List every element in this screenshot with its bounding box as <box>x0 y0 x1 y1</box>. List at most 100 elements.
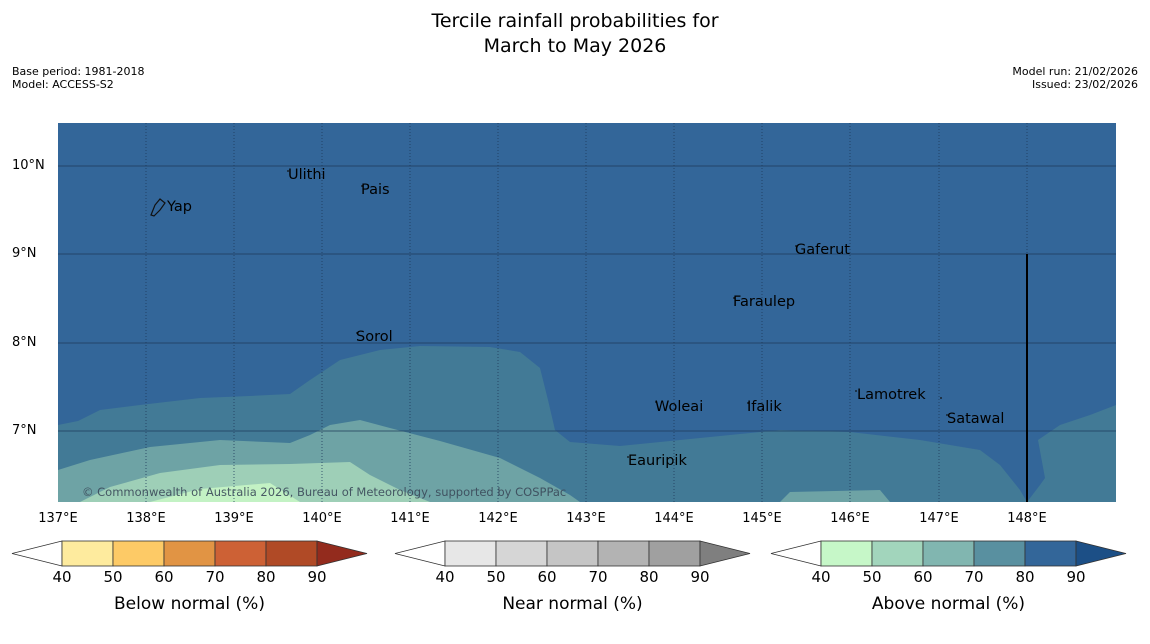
above-swatch-70 <box>973 540 1026 567</box>
below-extend-max <box>316 540 368 567</box>
below-tick-60: 60 <box>154 568 174 586</box>
place-label-ulithi: Ulithi <box>288 167 326 183</box>
above-colorbar-title: Above normal (%) <box>871 594 1026 614</box>
band-50-60 <box>80 462 430 502</box>
island-dot-gaferut <box>795 245 797 247</box>
near-swatch-60 <box>546 540 599 567</box>
below-tick-80: 80 <box>256 568 276 586</box>
lon-label-147e: 147°E <box>919 511 959 526</box>
below-tick-70: 70 <box>205 568 225 586</box>
lon-label-141e: 141°E <box>390 511 430 526</box>
colorbar-below-normal <box>11 540 368 567</box>
lat-label-10n: 10°N <box>12 158 45 173</box>
near-swatch-80 <box>648 540 701 567</box>
above-extend-max <box>1075 540 1127 567</box>
above-tick-80: 80 <box>1015 568 1035 586</box>
near-swatch-70 <box>597 540 650 567</box>
yap-island-outline <box>150 198 166 217</box>
place-label-pais: Pais <box>361 182 390 198</box>
near-tick-80: 80 <box>639 568 659 586</box>
lon-label-143e: 143°E <box>566 511 606 526</box>
lat-label-7n: 7°N <box>12 423 37 438</box>
colorbar-above-normal <box>770 540 1127 567</box>
island-dot-faraulep <box>733 297 735 299</box>
colorbar-near-normal <box>394 540 751 567</box>
near-tick-50: 50 <box>486 568 506 586</box>
island-dot-eauripik <box>627 456 629 458</box>
place-label-lamotrek: Lamotrek <box>857 387 926 403</box>
island-dot-pais <box>361 185 363 187</box>
copyright-notice: © Commonwealth of Australia 2026, Bureau… <box>82 485 567 499</box>
band-60-70-east <box>780 490 890 502</box>
graticule <box>58 123 1116 502</box>
above-extend-min <box>770 540 822 567</box>
island-dot-ulithi <box>287 170 289 172</box>
below-swatch-70 <box>214 540 267 567</box>
issued-date: Issued: 23/02/2026 <box>1031 78 1138 91</box>
probability-field <box>58 123 1116 502</box>
near-swatch-40 <box>444 540 497 567</box>
island-dot-satawal <box>946 414 948 416</box>
near-tick-40: 40 <box>435 568 455 586</box>
lon-label-140e: 140°E <box>302 511 342 526</box>
title-line-2: March to May 2026 <box>483 35 667 57</box>
below-swatch-40 <box>61 540 114 567</box>
below-tick-90: 90 <box>307 568 327 586</box>
near-extend-max <box>699 540 751 567</box>
above-swatch-80 <box>1024 540 1077 567</box>
near-tick-90: 90 <box>690 568 710 586</box>
below-tick-50: 50 <box>103 568 123 586</box>
map-title: Tercile rainfall probabilities for March… <box>0 9 1150 59</box>
island-dot-woleai <box>655 401 657 403</box>
near-tick-70: 70 <box>588 568 608 586</box>
lat-label-8n: 8°N <box>12 335 37 350</box>
above-tick-50: 50 <box>862 568 882 586</box>
lon-label-146e: 146°E <box>830 511 870 526</box>
above-tick-60: 60 <box>913 568 933 586</box>
lon-label-148e: 148°E <box>1007 511 1047 526</box>
below-swatch-50 <box>112 540 165 567</box>
title-line-1: Tercile rainfall probabilities for <box>431 10 719 32</box>
near-swatch-50 <box>495 540 548 567</box>
lon-label-145e: 145°E <box>742 511 782 526</box>
island-dots <box>287 170 948 458</box>
lat-label-9n: 9°N <box>12 246 37 261</box>
lon-label-137e: 137°E <box>38 511 78 526</box>
lon-label-138e: 138°E <box>126 511 166 526</box>
lon-label-142e: 142°E <box>478 511 518 526</box>
above-swatch-60 <box>922 540 975 567</box>
lon-label-139e: 139°E <box>214 511 254 526</box>
island-dot-east <box>940 397 942 399</box>
above-tick-90: 90 <box>1066 568 1086 586</box>
place-label-satawal: Satawal <box>947 411 1005 427</box>
above-swatch-40 <box>820 540 873 567</box>
meta-left: Base period: 1981-2018 Model: ACCESS-S2 <box>12 65 144 91</box>
place-label-eauripik: Eauripik <box>628 453 687 469</box>
below-extend-min <box>11 540 63 567</box>
lon-label-144e: 144°E <box>654 511 694 526</box>
place-label-woleai: Woleai <box>655 399 704 415</box>
place-label-gaferut: Gaferut <box>795 242 850 258</box>
near-colorbar-title: Near normal (%) <box>502 594 643 614</box>
place-label-ifalik: Ifalik <box>747 399 782 415</box>
place-label-yap: Yap <box>167 199 192 215</box>
near-tick-60: 60 <box>537 568 557 586</box>
base-period: Base period: 1981-2018 <box>12 65 145 78</box>
island-dot-sorol <box>356 332 358 334</box>
model-name: Model: ACCESS-S2 <box>12 78 114 91</box>
near-extend-min <box>394 540 446 567</box>
band-40-50 <box>150 483 300 502</box>
island-dot-ifalik <box>747 402 749 404</box>
below-colorbar-title: Below normal (%) <box>114 594 265 614</box>
model-run: Model run: 21/02/2026 <box>1012 65 1138 78</box>
below-swatch-80 <box>265 540 318 567</box>
place-label-faraulep: Faraulep <box>733 294 796 310</box>
below-tick-40: 40 <box>52 568 72 586</box>
below-swatch-60 <box>163 540 216 567</box>
island-dot-lamotrek <box>855 390 857 392</box>
above-swatch-50 <box>871 540 924 567</box>
place-label-sorol: Sorol <box>356 329 393 345</box>
above-tick-70: 70 <box>964 568 984 586</box>
above-tick-40: 40 <box>811 568 831 586</box>
